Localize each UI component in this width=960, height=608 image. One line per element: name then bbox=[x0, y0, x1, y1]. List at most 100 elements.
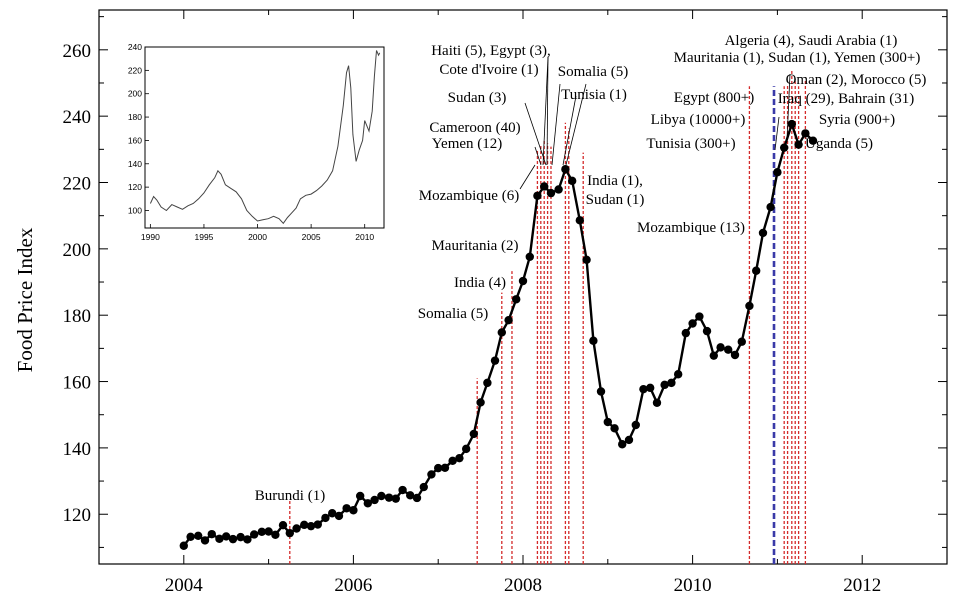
price-point bbox=[752, 266, 761, 275]
price-point bbox=[455, 453, 464, 463]
price-point bbox=[567, 176, 577, 186]
price-point bbox=[186, 532, 195, 541]
price-point bbox=[334, 511, 344, 521]
annotation-leader bbox=[565, 83, 587, 166]
price-point bbox=[278, 520, 288, 530]
price-point bbox=[681, 328, 691, 338]
event-annotation: Egypt (800+) bbox=[674, 90, 755, 106]
price-points bbox=[179, 119, 818, 550]
inset-price-series bbox=[149, 50, 381, 225]
price-point bbox=[321, 513, 330, 523]
price-point bbox=[483, 378, 492, 388]
price-point bbox=[631, 420, 640, 430]
annotation-leader bbox=[534, 146, 542, 166]
price-point bbox=[243, 535, 252, 544]
y-tick-label: 180 bbox=[63, 306, 92, 327]
inset-chart: 1990 1995 2000 2005 2010 100 120 140 160 180 200 22… bbox=[128, 42, 385, 242]
event-annotation: Syria (900+) bbox=[819, 112, 895, 128]
price-point bbox=[363, 499, 373, 508]
price-point bbox=[525, 252, 534, 262]
inset-x-tick-label: 1990 bbox=[141, 232, 160, 242]
price-point bbox=[546, 188, 556, 198]
price-point bbox=[779, 143, 789, 152]
price-point bbox=[610, 424, 619, 433]
price-point bbox=[398, 485, 407, 495]
inset-y-tick-label: 220 bbox=[128, 65, 142, 75]
main-axis-ticks: 2004 2006 2008 2010 2012 120 140 160 180 200 220 24… bbox=[63, 10, 947, 596]
price-point bbox=[207, 529, 216, 539]
price-point bbox=[667, 378, 676, 388]
inset-price-line bbox=[149, 50, 381, 225]
price-point bbox=[490, 356, 500, 365]
price-point bbox=[427, 470, 436, 479]
price-point bbox=[787, 119, 797, 129]
event-annotation: Mauritania (1), Sudan (1), Yemen (300+) bbox=[674, 50, 921, 66]
price-point bbox=[257, 527, 267, 537]
price-point bbox=[285, 528, 294, 538]
inset-y-tick-label: 180 bbox=[128, 112, 142, 122]
price-point bbox=[342, 504, 351, 513]
price-point bbox=[758, 228, 768, 238]
price-point bbox=[709, 351, 718, 360]
price-point bbox=[737, 337, 746, 346]
price-point bbox=[355, 491, 365, 501]
event-annotation: Cote d'Ivoire (1) bbox=[439, 62, 538, 78]
price-point bbox=[412, 493, 422, 503]
price-point bbox=[497, 328, 506, 337]
price-point bbox=[236, 532, 245, 542]
event-annotation: India (1), bbox=[587, 173, 643, 189]
price-point bbox=[512, 295, 521, 304]
price-point bbox=[533, 191, 542, 200]
event-annotation: Sudan (3) bbox=[448, 90, 507, 106]
x-tick-label: 2010 bbox=[674, 575, 712, 596]
price-point bbox=[639, 384, 648, 394]
price-point bbox=[773, 168, 782, 177]
price-point bbox=[724, 345, 733, 354]
price-point bbox=[730, 350, 740, 360]
price-point bbox=[673, 370, 683, 379]
y-axis-label: Food Price Index bbox=[13, 227, 37, 372]
price-point bbox=[596, 387, 606, 396]
price-point bbox=[540, 182, 549, 191]
price-point bbox=[660, 380, 669, 390]
price-point bbox=[406, 491, 415, 500]
price-point bbox=[370, 495, 379, 505]
event-annotation: Sudan (1) bbox=[586, 192, 645, 208]
price-point bbox=[808, 136, 818, 145]
price-point bbox=[300, 520, 309, 530]
main-plot: 2004 2006 2008 2010 2012 120 140 160 180 200 220 24… bbox=[13, 9, 948, 596]
inset-y-tick-label: 160 bbox=[128, 135, 142, 145]
price-point bbox=[554, 185, 563, 194]
price-point bbox=[575, 216, 585, 225]
price-point bbox=[264, 527, 273, 536]
event-annotation: Tunisia (300+) bbox=[646, 136, 735, 152]
price-point bbox=[215, 534, 224, 543]
inset-x-tick-label: 2010 bbox=[355, 232, 374, 242]
price-point bbox=[504, 315, 513, 325]
event-annotation: Somalia (5) bbox=[418, 306, 488, 322]
y-tick-label: 140 bbox=[63, 439, 92, 460]
price-point bbox=[561, 165, 570, 174]
inset-axis-ticks: 1990 1995 2000 2005 2010 100 120 140 160 180 200 22… bbox=[128, 42, 375, 242]
price-point bbox=[179, 541, 188, 550]
event-annotation: Uganda (5) bbox=[805, 136, 873, 152]
annotation-leader bbox=[551, 83, 561, 166]
price-point bbox=[377, 491, 386, 501]
price-point bbox=[582, 255, 591, 264]
inset-x-tick-label: 2005 bbox=[302, 232, 321, 242]
event-annotation: Somalia (5) bbox=[558, 64, 628, 80]
annotation-leader bbox=[786, 73, 791, 141]
price-point bbox=[646, 383, 655, 393]
price-point bbox=[194, 531, 203, 541]
inset-y-tick-label: 240 bbox=[128, 42, 142, 52]
event-annotation: Cameroon (40) bbox=[429, 120, 520, 136]
price-point bbox=[801, 129, 810, 138]
event-markers bbox=[289, 71, 807, 564]
y-tick-label: 220 bbox=[63, 174, 92, 195]
annotation-leader bbox=[774, 116, 780, 151]
inset-x-tick-label: 1995 bbox=[194, 232, 213, 242]
annotation-leader bbox=[519, 164, 536, 190]
x-tick-label: 2006 bbox=[334, 575, 372, 596]
x-tick-label: 2004 bbox=[165, 575, 204, 596]
event-annotation: Burundi (1) bbox=[255, 488, 325, 504]
